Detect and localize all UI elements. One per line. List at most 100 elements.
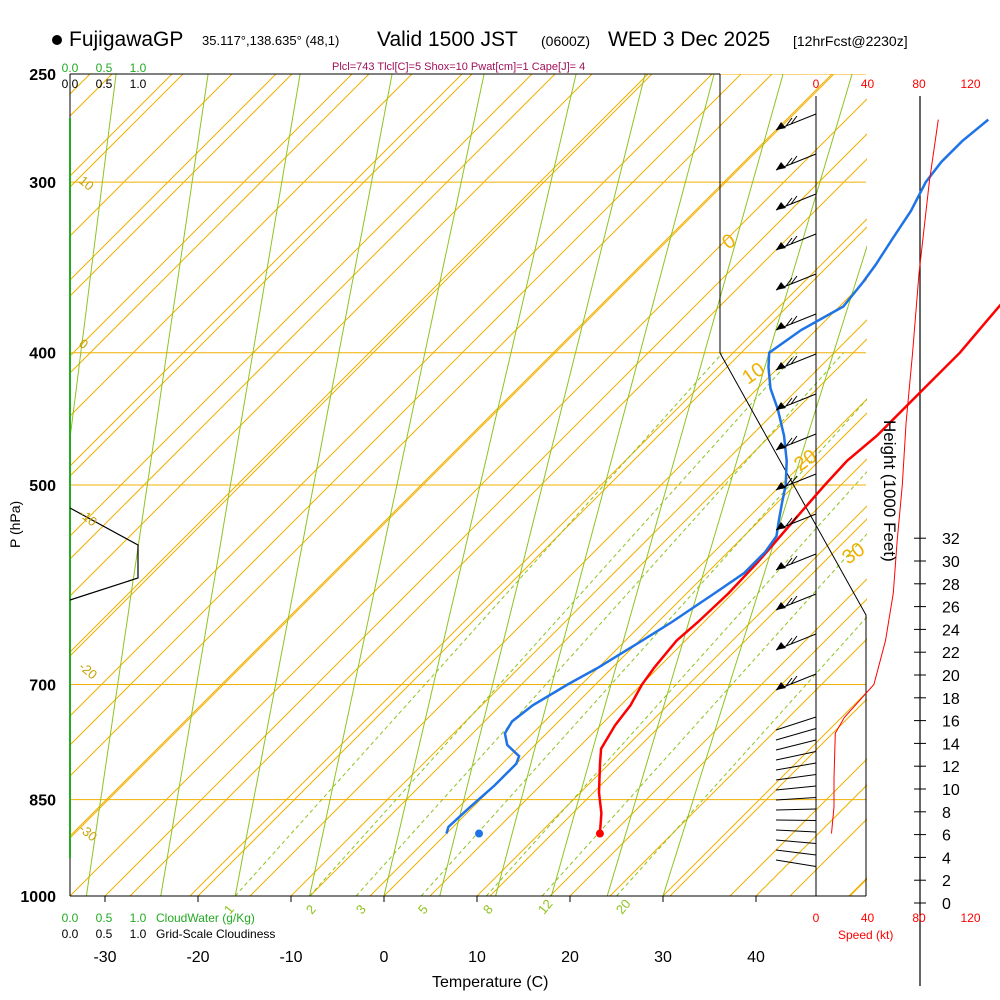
forecast-info: [12hrFcst@2230z] <box>793 33 908 49</box>
cloud-tick-label: 0.0 <box>62 911 79 925</box>
cloud-tick-label: 0.0 <box>62 61 79 75</box>
wind-barb-icon <box>775 829 817 833</box>
height-tick-label: 10 <box>942 782 960 799</box>
height-tick-label: 8 <box>942 805 951 822</box>
valid-time-zulu: (0600Z) <box>541 33 591 49</box>
speed-tick-label-bottom: 120 <box>960 911 980 925</box>
pressure-tick-label: 300 <box>29 175 56 192</box>
x-tick-label: 20 <box>561 949 579 966</box>
mixing-ratio-label: 5 <box>415 902 431 917</box>
height-tick-label: 30 <box>942 554 960 571</box>
cloud-tick-label: 1.0 <box>130 77 147 91</box>
x-tick-label: 0 <box>380 949 389 966</box>
height-tick-label: 22 <box>942 645 960 662</box>
wind-barb-icon <box>775 839 817 844</box>
dewpoint-line <box>445 118 990 834</box>
wind-barb-icon <box>775 393 817 411</box>
mixing-ratio-label: 8 <box>480 902 496 917</box>
x-tick-label: 30 <box>654 949 672 966</box>
wind-barb-icon <box>775 433 817 451</box>
speed-axis-label: Speed (kt) <box>838 928 893 942</box>
wind-barb-icon <box>775 774 817 781</box>
surface-temperature-marker <box>595 829 604 838</box>
dry-adiabat-label: 10 <box>76 173 97 194</box>
wind-barb-icon <box>775 313 817 331</box>
speed-tick-label-top: 120 <box>960 77 980 91</box>
height-tick-label: 24 <box>942 622 960 639</box>
wind-barb-icon <box>775 513 817 531</box>
surface-dewpoint-marker <box>475 829 484 838</box>
wind-barb-icon <box>775 273 817 291</box>
mixing-ratio-label: 20 <box>613 896 634 917</box>
params-line: Plcl=743 Tlcl[C]=5 Shox=10 Pwat[cm]=1 Ca… <box>332 61 585 73</box>
wind-barb-icon <box>775 633 817 651</box>
height-tick-label: 4 <box>942 850 951 867</box>
pressure-axis: 250 300 400 500 700 850 1000 <box>20 67 56 906</box>
height-tick-label: 2 <box>942 873 951 890</box>
pressure-tick-label: 850 <box>29 793 56 810</box>
y-axis-label: P (hPa) <box>7 501 23 548</box>
speed-tick-label-top: 40 <box>861 77 875 91</box>
height-tick-label: 26 <box>942 600 960 617</box>
station-name: FujigawaGP <box>69 28 184 51</box>
wind-barb-icon <box>775 808 817 811</box>
wind-barb-icon <box>775 728 817 741</box>
x-tick-label: -20 <box>186 949 209 966</box>
wind-barb-icon <box>775 849 817 856</box>
height-tick-label: 12 <box>942 759 960 776</box>
wind-barb-icon <box>775 751 817 761</box>
pressure-tick-label: 1000 <box>20 889 56 906</box>
temperature-line <box>597 303 1000 834</box>
wind-barb-icon <box>775 153 817 171</box>
dry-adiabat-label: -20 <box>76 659 100 683</box>
wind-barb-icon <box>775 785 817 791</box>
valid-date: WED 3 Dec 2025 <box>608 28 771 51</box>
pressure-tick-label: 500 <box>29 478 56 495</box>
height-tick-label: 28 <box>942 577 960 594</box>
cloud-tick-label: 1.0 <box>130 61 147 75</box>
station-dot-icon <box>52 35 62 45</box>
x-tick-label: 10 <box>468 949 486 966</box>
wind-barb-icon <box>775 797 817 801</box>
wind-barb-icon <box>775 739 817 751</box>
height-tick-label: 14 <box>942 736 960 753</box>
wind-barb-icon <box>775 716 817 731</box>
dry-adiabat-label: 0 <box>76 336 91 352</box>
speed-tick-label-bottom: 80 <box>912 911 926 925</box>
wind-barb-icon <box>775 819 817 821</box>
cloud-wedge <box>69 507 139 601</box>
sounding-series <box>445 118 1000 838</box>
wind-barb-icon <box>775 193 817 211</box>
cloud-tick-label: 0.5 <box>96 61 113 75</box>
speed-tick-label-bottom: 40 <box>861 911 875 925</box>
plot-frame <box>69 73 921 986</box>
wind-barb-icon <box>775 593 817 611</box>
wind-barb-icon <box>775 859 817 867</box>
height-axis-label: Height (1000 Feet) <box>880 420 899 562</box>
wind-barb-icon <box>775 113 817 131</box>
x-tick-label: 40 <box>747 949 765 966</box>
mixing-ratio-label: 12 <box>535 896 556 917</box>
cloud-tick-label: 1.0 <box>130 911 147 925</box>
height-tick-label: 6 <box>942 828 951 845</box>
x-tick-label: -30 <box>93 949 116 966</box>
pressure-tick-label: 700 <box>29 678 56 695</box>
mixing-ratio-label: 3 <box>353 902 369 917</box>
speed-tick-label-bottom: 0 <box>813 911 820 925</box>
cloud-tick-label: 0.5 <box>96 927 113 941</box>
mixing-ratio-label: 2 <box>303 902 319 917</box>
cloud-tick-label: 0.5 <box>96 77 113 91</box>
speed-tick-label-top: 0 <box>813 77 820 91</box>
height-tick-label: 0 <box>942 896 951 913</box>
x-axis-label: Temperature (C) <box>432 974 548 991</box>
height-tick-label: 18 <box>942 691 960 708</box>
speed-tick-label-top: 80 <box>912 77 926 91</box>
wind-barb-icon <box>775 353 817 371</box>
wind-barb-icon <box>775 673 817 691</box>
height-tick-label: 32 <box>942 531 960 548</box>
moist-adiabat-label: 0 <box>718 230 740 254</box>
cloudiness-label: Grid-Scale Cloudiness <box>156 927 275 941</box>
height-tick-label: 20 <box>942 668 960 685</box>
x-tick-label: -10 <box>279 949 302 966</box>
